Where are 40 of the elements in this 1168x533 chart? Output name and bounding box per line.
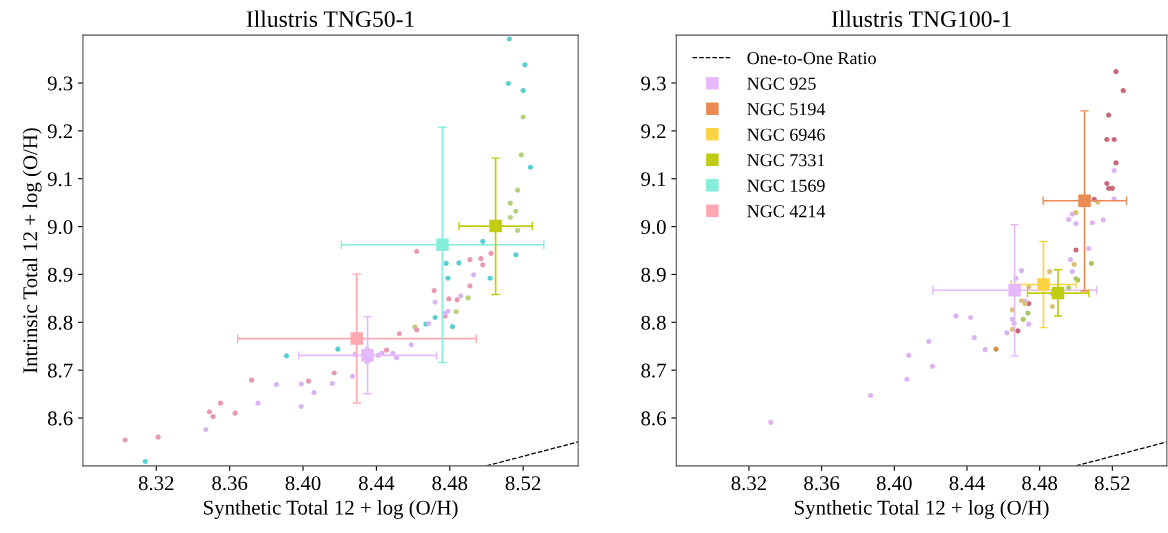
x-tick-label: 8.52: [1094, 476, 1130, 491]
x-tick-label: 8.32: [731, 476, 767, 491]
x-tick-label: 8.48: [1022, 476, 1058, 491]
y-tick-label: 9.0: [47, 219, 73, 235]
x-axis-title: Synthetic Total 12 + log (O/H): [204, 500, 458, 519]
legend-label: NGC 925: [747, 77, 816, 90]
x-tick-label: 8.36: [804, 476, 840, 491]
legend-label: One-to-One Ratio: [747, 52, 876, 65]
y-tick-label: 9.3: [641, 76, 666, 91]
x-tick-label: 8.32: [138, 476, 174, 491]
y-tick-label: 9.0: [641, 219, 666, 235]
y-tick-label: 8.9: [47, 267, 73, 282]
chart-title: Illustris TNG50-1: [246, 10, 414, 28]
y-tick-label: 8.8: [47, 315, 73, 330]
chart-title: Illustris TNG100-1: [831, 10, 1011, 28]
y-tick-label: 8.9: [641, 267, 666, 282]
x-axis-title: Synthetic Total 12 + log (O/H): [795, 500, 1049, 519]
y-tick-label: 8.7: [47, 363, 73, 378]
y-tick-label: 9.2: [641, 124, 666, 139]
x-tick-label: 8.40: [876, 476, 912, 491]
x-tick-label: 8.48: [432, 476, 468, 491]
x-tick-label: 8.36: [212, 476, 248, 491]
y-tick-label: 9.2: [47, 124, 73, 139]
y-tick-label: 8.7: [641, 363, 666, 378]
y-tick-label: 9.3: [47, 76, 73, 91]
x-tick-label: 8.44: [949, 476, 985, 491]
x-tick-label: 8.52: [505, 476, 541, 491]
x-tick-label: 8.40: [285, 476, 321, 491]
legend-label: NGC 7331: [747, 154, 825, 167]
y-tick-label: 8.6: [47, 411, 73, 426]
legend-label: NGC 4214: [747, 205, 826, 218]
y-axis-title: Intrinsic Total 12 + log (O/H): [22, 128, 42, 374]
y-tick-label: 9.1: [641, 172, 666, 187]
legend-label: NGC 5194: [747, 103, 826, 116]
legend-label: NGC 1569: [747, 179, 825, 192]
y-tick-label: 8.6: [641, 411, 666, 426]
y-tick-label: 9.1: [47, 172, 72, 187]
legend-label: NGC 6946: [747, 128, 825, 141]
x-tick-label: 8.44: [358, 476, 395, 491]
y-tick-label: 8.8: [641, 315, 666, 330]
